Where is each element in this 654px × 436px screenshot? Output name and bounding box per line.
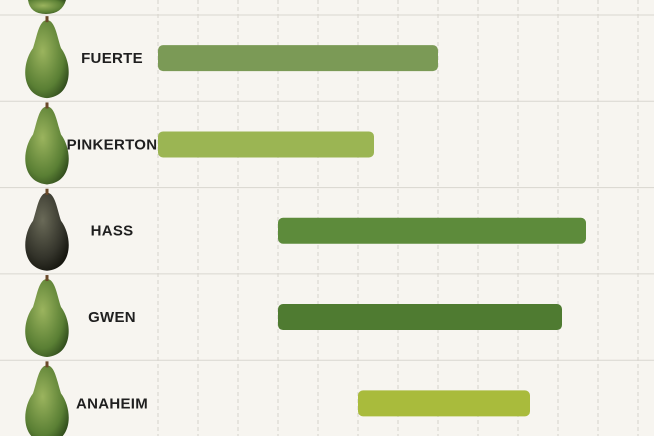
category-label: FUERTE bbox=[81, 50, 143, 67]
category-label: GWEN bbox=[88, 309, 136, 326]
bar bbox=[358, 390, 530, 417]
avocado bbox=[25, 20, 69, 99]
bar bbox=[278, 217, 586, 244]
avocado bbox=[25, 365, 69, 436]
avocado-cropped bbox=[28, 0, 66, 14]
avocado bbox=[25, 106, 69, 185]
avocado bbox=[25, 279, 69, 358]
category-label: PINKERTON bbox=[67, 136, 158, 153]
avocado bbox=[25, 192, 69, 271]
rows: FUERTE PINKERTON HASS GWEN ANAHEIM bbox=[25, 16, 586, 436]
bar bbox=[158, 131, 374, 158]
category-label: HASS bbox=[91, 223, 134, 240]
category-label: ANAHEIM bbox=[76, 395, 148, 412]
bar bbox=[158, 45, 438, 72]
bar bbox=[278, 304, 562, 331]
